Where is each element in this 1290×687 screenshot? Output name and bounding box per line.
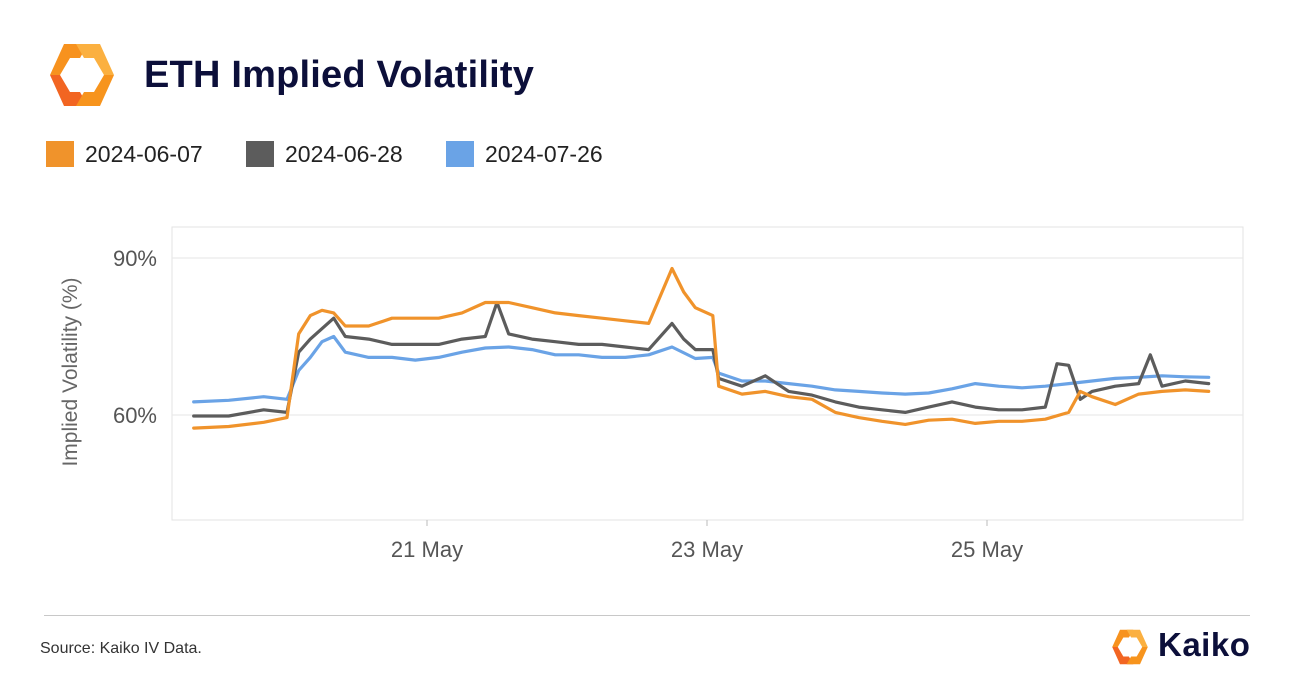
y-axis-label: Implied Volatility (%): [59, 277, 82, 466]
line-chart: 60% 90% 21 May 23 May 25 May Implied Volati…: [59, 226, 1244, 562]
brand-wordmark: Kaiko: [1158, 626, 1251, 663]
plot-frame: [171, 226, 1244, 521]
x-tick-label: 25 May: [951, 537, 1023, 562]
series-line-2024-07-26: [192, 334, 1211, 404]
source-note: Source: Kaiko IV Data.: [40, 640, 202, 657]
legend-swatch: [46, 141, 74, 167]
x-tick-label: 21 May: [391, 537, 463, 562]
series-line-2024-06-07: [192, 266, 1211, 430]
page-title: ETH Implied Volatility: [144, 54, 535, 96]
x-axis: 21 May 23 May 25 May: [391, 520, 1023, 562]
series-line-2024-06-28: [192, 300, 1211, 418]
legend-item: 2024-06-07: [46, 139, 203, 169]
legend-label: 2024-06-07: [85, 140, 203, 167]
legend-item: 2024-06-28: [246, 139, 403, 169]
series-lines: [192, 266, 1211, 430]
legend-swatch: [446, 141, 474, 167]
legend-swatch: [246, 141, 274, 167]
x-tick-label: 23 May: [671, 537, 743, 562]
y-tick-label: 90%: [113, 246, 157, 271]
footer-divider: [44, 615, 1250, 616]
legend-label: 2024-07-26: [485, 140, 603, 167]
legend-label: 2024-06-28: [285, 140, 403, 167]
y-tick-label: 60%: [113, 403, 157, 428]
legend-item: 2024-07-26: [446, 139, 603, 169]
kaiko-logo-icon: [1112, 629, 1148, 665]
kaiko-logo-icon: [50, 44, 114, 106]
y-axis: 60% 90%: [113, 246, 157, 428]
